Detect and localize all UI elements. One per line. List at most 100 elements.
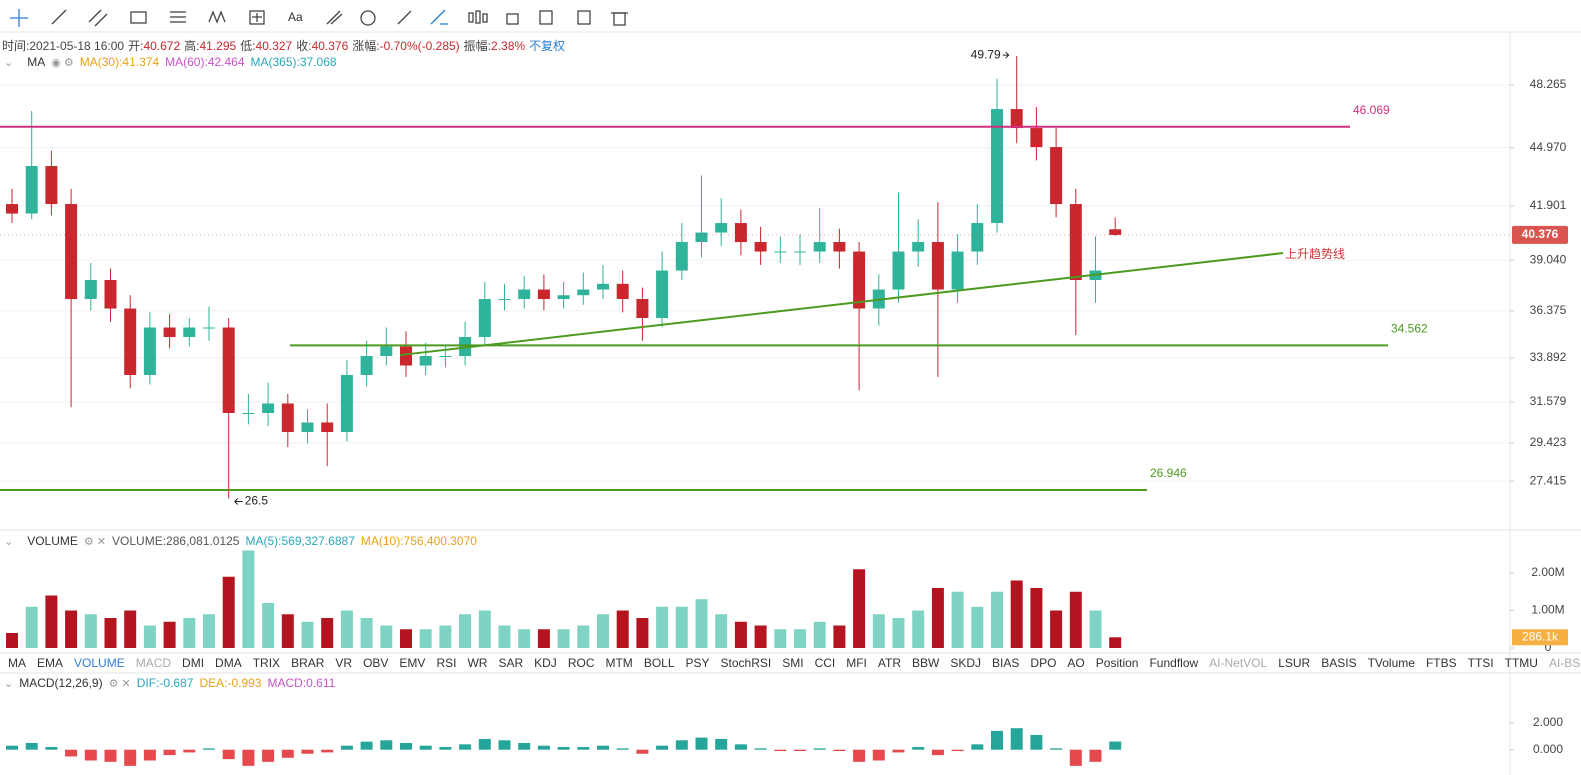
tab[interactable]: ATR — [877, 656, 902, 670]
settings-icon[interactable]: ⚙ ✕ — [83, 535, 107, 548]
volume-bar — [65, 610, 78, 648]
tab[interactable]: KDJ — [534, 656, 557, 670]
tab[interactable]: BASIS — [1321, 656, 1357, 670]
line-tool[interactable] — [51, 9, 67, 25]
volume-bar — [360, 618, 373, 648]
tab[interactable]: SMI — [782, 656, 804, 670]
macd-bar — [656, 745, 669, 750]
parallel-tool[interactable] — [88, 9, 108, 27]
high-arrow — [1002, 51, 1010, 59]
tab[interactable]: DMA — [215, 656, 242, 670]
tab[interactable]: TTMU — [1504, 656, 1538, 670]
tab[interactable]: MACD — [135, 656, 172, 670]
settings-icon[interactable]: ⚙ ✕ — [108, 677, 131, 690]
low-arrow — [234, 498, 243, 505]
info-bar: 时间:2021-05-18 16:00 开: 40.672 高: 41.295 低: 40… — [2, 37, 565, 54]
tab[interactable]: AI-NetVOL — [1209, 656, 1268, 670]
candle-body — [321, 422, 334, 432]
candle-body — [695, 232, 708, 243]
note-tool[interactable] — [577, 10, 591, 25]
candle-body — [951, 251, 964, 290]
collapse-icon[interactable]: ⌄ — [4, 535, 14, 548]
collapse-icon[interactable]: ⌄ — [4, 677, 14, 690]
tab[interactable]: VOLUME — [74, 656, 125, 670]
tab[interactable]: PSY — [685, 656, 710, 670]
delete-tool[interactable] — [611, 12, 628, 26]
tab[interactable]: Fundflow — [1149, 656, 1199, 670]
volume-bar — [84, 614, 97, 648]
tab[interactable]: RSI — [436, 656, 457, 670]
tab[interactable]: Position — [1095, 656, 1139, 670]
tab[interactable]: BRAR — [291, 656, 325, 670]
candle-body — [715, 223, 728, 233]
tab[interactable]: TRIX — [252, 656, 281, 670]
tab[interactable]: DPO — [1030, 656, 1057, 670]
macd-bar — [459, 744, 472, 750]
macd-bar — [754, 748, 767, 750]
tab[interactable]: BBW — [912, 656, 940, 670]
volume-bar — [498, 625, 511, 648]
y-tick-label: 44.970 — [1530, 140, 1567, 154]
eye-icon[interactable]: ◉ ⚙ — [51, 56, 74, 69]
tab[interactable]: MTM — [605, 656, 633, 670]
measure-tool[interactable] — [249, 10, 265, 25]
volume-bar — [25, 606, 38, 648]
draw-tool[interactable] — [430, 9, 448, 25]
volume-bar — [518, 629, 531, 648]
tab[interactable]: BOLL — [643, 656, 675, 670]
ruler-tool[interactable] — [397, 10, 412, 25]
tab[interactable]: EMV — [399, 656, 426, 670]
rect-tool[interactable] — [130, 11, 147, 24]
tab[interactable]: EMA — [37, 656, 64, 670]
volume-bar — [892, 618, 905, 648]
tab[interactable]: CCI — [814, 656, 836, 670]
candle-body — [163, 327, 176, 338]
indicator-tabs: MA EMA VOLUME MACD DMI DMA TRIX BRAR VR OBV EMV RSI… — [8, 656, 1581, 670]
tab[interactable]: BIAS — [992, 656, 1020, 670]
collapse-icon[interactable]: ⌄ — [4, 56, 14, 69]
tab[interactable]: OBV — [363, 656, 389, 670]
volume-bar — [262, 603, 275, 648]
tab[interactable]: AO — [1067, 656, 1085, 670]
volume-bar — [616, 610, 629, 648]
copy-tool[interactable] — [539, 10, 553, 25]
tab[interactable]: VR — [335, 656, 353, 670]
tab[interactable]: AI-BSI — [1548, 656, 1581, 670]
macd-bar — [360, 741, 373, 750]
tab[interactable]: DMI — [182, 656, 205, 670]
text-tool[interactable]: Aa — [288, 10, 303, 24]
candle-tool[interactable] — [468, 10, 488, 24]
tab[interactable]: MA — [8, 656, 26, 670]
tab[interactable]: SAR — [498, 656, 524, 670]
info-label: 高: — [184, 39, 200, 53]
fib-tool[interactable] — [170, 11, 186, 23]
tab[interactable]: TTSI — [1467, 656, 1494, 670]
volume-bar — [124, 610, 137, 648]
brush-tool[interactable] — [326, 10, 343, 25]
volume-bar — [281, 614, 294, 648]
tab[interactable]: TVolume — [1367, 656, 1415, 670]
crosshair-tool[interactable] — [10, 9, 28, 27]
tab[interactable]: ROC — [567, 656, 595, 670]
candle-body — [281, 403, 294, 432]
info-value: 40.327 — [255, 38, 293, 53]
macd-bar — [892, 749, 905, 753]
macd-bar — [1030, 734, 1043, 750]
tab[interactable]: MFI — [846, 656, 867, 670]
macd-bar — [1050, 748, 1063, 750]
wave-tool[interactable] — [208, 10, 226, 24]
macd-bar — [478, 738, 491, 750]
tab[interactable]: FTBS — [1425, 656, 1457, 670]
candle-body — [557, 295, 570, 300]
tab[interactable]: LSUR — [1278, 656, 1311, 670]
ma-legend: ⌄ MA ◉ ⚙ MA(30):41.374 MA(60):42.464 MA(36… — [4, 55, 337, 69]
candle-body — [65, 204, 78, 300]
magnet-tool[interactable] — [360, 10, 376, 26]
tab[interactable]: StochRSI — [720, 656, 772, 670]
volume-bar — [459, 614, 472, 648]
volume-bar — [597, 614, 609, 648]
tab[interactable]: WR — [467, 656, 488, 670]
lock-tool[interactable] — [506, 13, 519, 25]
tab[interactable]: SKDJ — [950, 656, 982, 670]
candle-body — [1010, 109, 1023, 129]
